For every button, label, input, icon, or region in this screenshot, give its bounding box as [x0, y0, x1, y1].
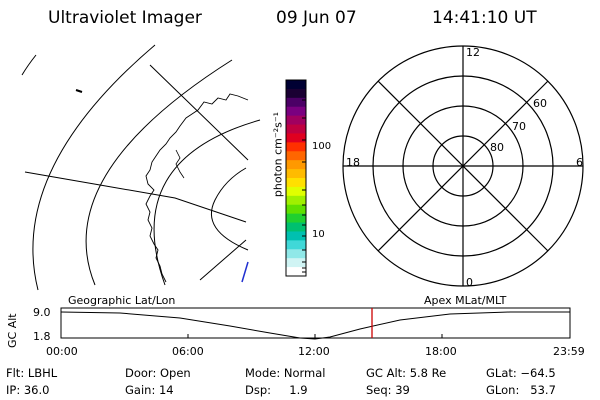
- colorbar-segment: [286, 231, 306, 241]
- map-arc-1: [21, 54, 37, 76]
- colorbar-segment: [286, 124, 306, 134]
- polar-label-0: 0: [466, 276, 473, 289]
- colorbar-segment: [286, 142, 306, 152]
- colorbar-segment: [286, 133, 306, 143]
- orbit-y-bottom: 1.8: [33, 330, 51, 343]
- colorbar-segment: [286, 213, 306, 224]
- orbit-y-top: 9.0: [33, 306, 51, 319]
- orbit-left-label: Geographic Lat/Lon: [68, 294, 176, 307]
- polar-label-6: 6: [576, 156, 583, 169]
- time-readout: 14:41:10 UT: [432, 8, 537, 28]
- colorbar-segment: [286, 106, 306, 117]
- status-gc-alt: GC Alt: 5.8 Re: [366, 366, 447, 380]
- colorbar-segment: [286, 222, 306, 232]
- status-glon: GLon: 53.7: [486, 383, 556, 397]
- status-seq: Seq: 39: [366, 383, 410, 397]
- status-filter: Flt: LBHL: [6, 366, 58, 380]
- status-mode: Mode: Normal: [245, 366, 326, 380]
- coastline: [145, 93, 249, 283]
- colorbar-segment: [286, 267, 306, 277]
- colorbar-segment: [286, 88, 306, 99]
- map-arc-3: [85, 59, 233, 286]
- colorbar-segment: [286, 151, 306, 161]
- colorbar-tick-100: 100: [312, 141, 332, 152]
- orbit-right-label: Apex MLat/MLT: [424, 294, 507, 307]
- date-readout: 09 Jun 07: [276, 8, 357, 28]
- map-arc-2: [32, 44, 156, 291]
- polar-label-70: 70: [512, 120, 526, 133]
- polar-label-12: 12: [466, 46, 480, 59]
- colorbar-segment: [286, 160, 306, 170]
- status-door: Door: Open: [125, 366, 191, 380]
- colorbar-segment: [286, 258, 306, 268]
- colorbar-tick-10: 10: [312, 229, 325, 240]
- map-meridian-3: [199, 239, 247, 281]
- orbit-x-tick-4: 23:59: [553, 345, 585, 358]
- colorbar-segment: [286, 115, 306, 126]
- map-arc-5: [210, 167, 249, 251]
- orbit-x-tick-2: 12:00: [298, 345, 330, 358]
- colorbar-segment: [286, 240, 306, 250]
- orbit-x-tick-1: 06:00: [172, 345, 204, 358]
- polar-label-18: 18: [346, 156, 360, 169]
- colorbar-segment: [286, 195, 306, 206]
- colorbar-segment: [286, 80, 306, 90]
- map-meridian-1: [24, 171, 247, 223]
- status-ip: IP: 36.0: [6, 383, 50, 397]
- status-gain: Gain: 14: [125, 383, 174, 397]
- colorbar-segment: [286, 204, 306, 215]
- app-title: Ultraviolet Imager: [48, 8, 202, 28]
- colorbar-segment: [286, 186, 306, 197]
- colorbar-segment: [286, 249, 306, 259]
- orbit-x-tick-0: 00:00: [46, 345, 78, 358]
- orbit-x-tick-3: 18:00: [425, 345, 457, 358]
- status-glat: GLat: −64.5: [486, 366, 556, 380]
- polar-label-80: 80: [490, 141, 504, 154]
- colorbar-segment: [286, 178, 306, 188]
- polar-label-60: 60: [533, 97, 547, 110]
- status-dsp: Dsp: 1.9: [245, 383, 308, 397]
- colorbar-segment: [286, 169, 306, 179]
- colorbar-segment: [286, 97, 306, 108]
- map-meridian-2: [149, 64, 249, 161]
